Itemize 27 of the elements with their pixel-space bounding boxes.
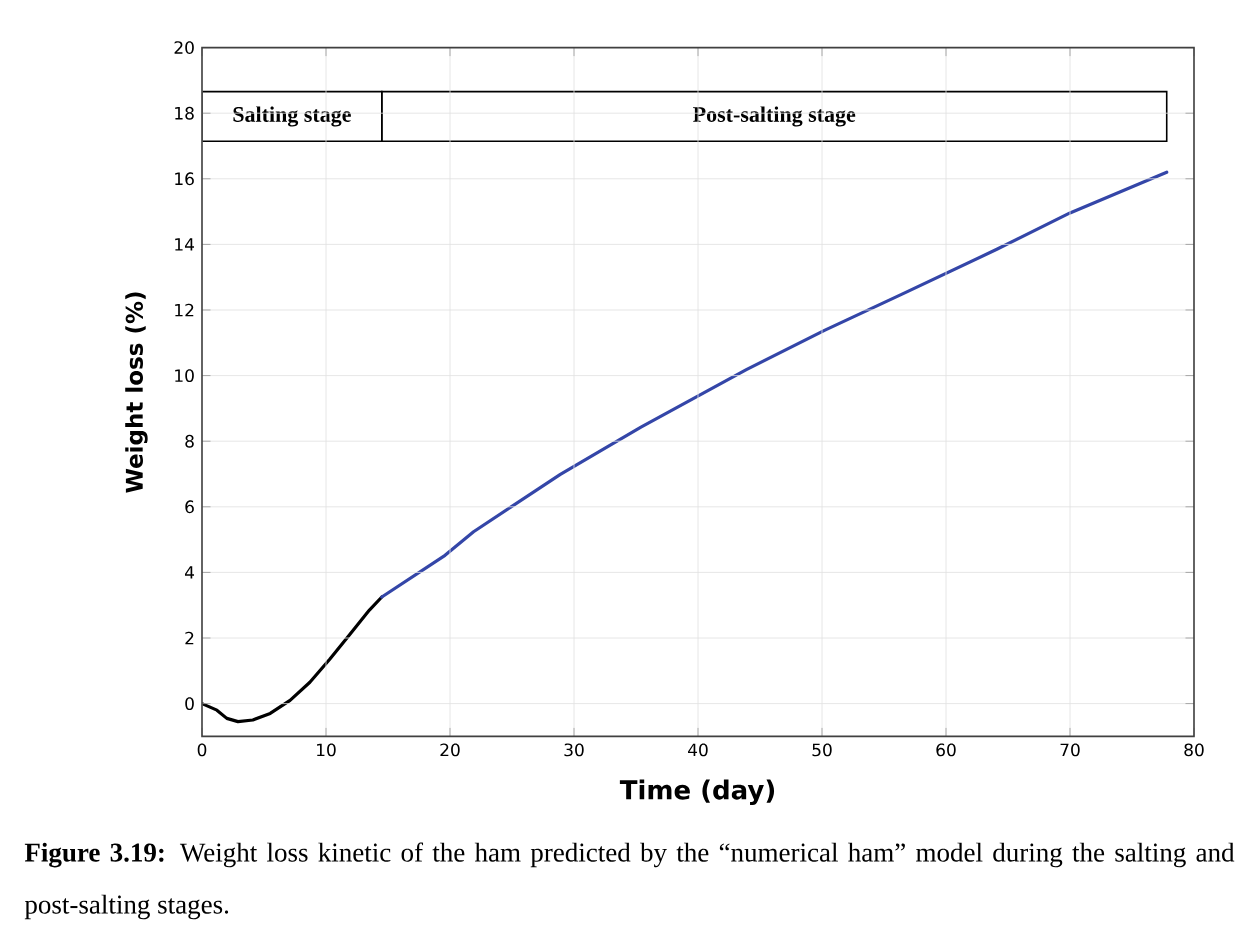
y-tick-label: 16 xyxy=(175,172,194,186)
y-axis-title: Weight loss (%) xyxy=(125,292,148,493)
text: Figure 3.19: Weight loss kinetic of the ham predicted by the “numerical ham” model during the salting and post-salting stages. xyxy=(24,842,1235,920)
annotation: Post-salting stage xyxy=(693,106,856,127)
x-tick-label: 60 xyxy=(936,743,956,757)
y-tick-label: 12 xyxy=(175,303,194,317)
y-tick-label: 8 xyxy=(185,434,194,448)
y-tick-label: 10 xyxy=(175,369,194,383)
y-tick-label: 18 xyxy=(175,106,194,120)
y-tick-label: 4 xyxy=(184,566,195,579)
line-series xyxy=(202,595,384,724)
x-tick-label: 70 xyxy=(1060,743,1080,757)
x-tick-label: 40 xyxy=(688,743,708,757)
annotation: Salting stage xyxy=(233,106,351,127)
x-tick-label: 80 xyxy=(1184,743,1204,757)
x-tick-label: 0 xyxy=(197,743,207,757)
x-tick-label: 10 xyxy=(317,743,336,757)
y-tick-label: 14 xyxy=(175,238,195,251)
x-tick-label: 30 xyxy=(564,743,584,757)
y-tick-label: 20 xyxy=(174,41,194,55)
y-tick-label: 0 xyxy=(185,697,194,711)
line-series xyxy=(380,170,1169,599)
x-tick-label: 20 xyxy=(440,743,460,757)
y-tick-label: 2 xyxy=(185,631,194,645)
x-tick-label: 50 xyxy=(812,743,832,757)
x-axis-title: Time (day) xyxy=(619,779,775,805)
y-tick-label: 6 xyxy=(185,500,194,514)
